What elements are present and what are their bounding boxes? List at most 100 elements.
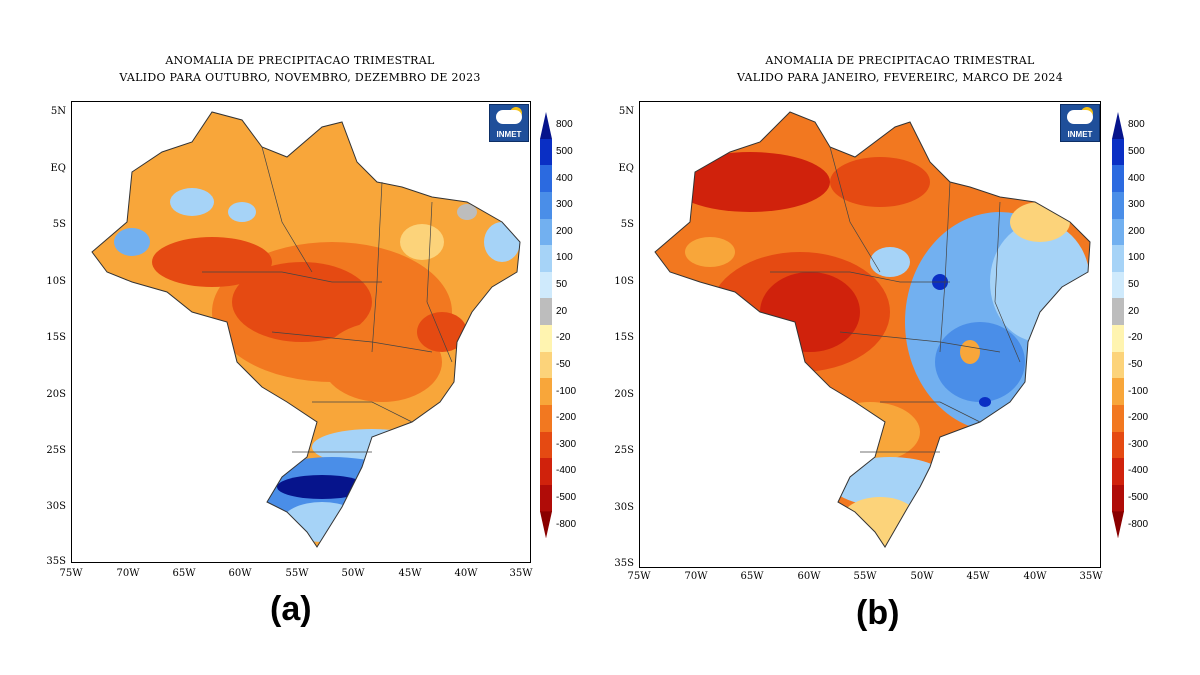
panel-label: (b) xyxy=(856,594,900,632)
colorbar-label: -50 xyxy=(556,358,571,370)
colorbar-label: -300 xyxy=(1128,438,1149,450)
y-tick: 25S xyxy=(614,445,634,456)
colorbar-swatch xyxy=(1112,298,1124,326)
colorbar-label: -300 xyxy=(556,438,577,450)
y-tick: 20S xyxy=(46,389,66,400)
y-tick: 35S xyxy=(46,556,66,567)
colorbar-label: 800 xyxy=(1128,119,1145,131)
colorbar-swatch xyxy=(540,191,552,219)
y-tick: 5N xyxy=(50,106,66,117)
colorbar-label: -20 xyxy=(1128,332,1143,344)
x-tick: 40W xyxy=(454,568,478,579)
logo-text: INMET xyxy=(496,130,522,139)
colorbar-swatch xyxy=(540,112,552,139)
colorbar-label: -800 xyxy=(556,518,577,530)
x-tick: 50W xyxy=(910,571,934,582)
colorbar-label: -100 xyxy=(556,385,577,397)
inmet-logo: INMET xyxy=(489,104,529,142)
colorbar-label: 20 xyxy=(1128,305,1140,317)
colorbar-label: -50 xyxy=(1128,358,1143,370)
map-title: ANOMALIA DE PRECIPITACAO TRIMESTRAL VALI… xyxy=(600,52,1200,86)
x-tick: 35W xyxy=(1079,571,1103,582)
colorbar-swatch xyxy=(1112,458,1124,486)
colorbar-label: -500 xyxy=(1128,492,1149,504)
colorbar-swatch xyxy=(1112,165,1124,193)
map-title: ANOMALIA DE PRECIPITACAO TRIMESTRAL VALI… xyxy=(0,52,600,86)
x-tick: 55W xyxy=(853,571,877,582)
map-frame: INMET xyxy=(639,101,1101,568)
colorbar-label: 20 xyxy=(556,305,568,317)
colorbar-label: -200 xyxy=(556,412,577,424)
colorbar-swatch xyxy=(1112,351,1124,379)
y-tick: 25S xyxy=(46,445,66,456)
colorbar-label: 200 xyxy=(556,225,573,237)
title-line-2: VALIDO PARA OUTUBRO, NOVEMBRO, DEZEMBRO … xyxy=(119,71,481,84)
colorbar-swatch xyxy=(1112,325,1124,352)
colorbar-swatch xyxy=(540,245,552,273)
y-tick: 30S xyxy=(46,501,66,512)
colorbar: 800 500 400 300 200 100 50 20 -20 -50 -100 -200 -300… xyxy=(540,112,576,539)
colorbar-swatch xyxy=(1112,218,1124,246)
y-tick: EQ xyxy=(618,163,635,174)
colorbar-swatch xyxy=(1112,404,1124,432)
colorbar-label: 200 xyxy=(1128,225,1145,237)
panel-b: ANOMALIA DE PRECIPITACAO TRIMESTRAL VALI… xyxy=(600,0,1200,675)
y-tick: 10S xyxy=(614,276,634,287)
colorbar-swatch xyxy=(1112,245,1124,273)
colorbar-swatch xyxy=(540,165,552,193)
colorbar-swatch xyxy=(540,351,552,379)
y-tick: 35S xyxy=(614,558,634,569)
colorbar-label: 50 xyxy=(1128,279,1140,291)
y-tick: 15S xyxy=(614,332,634,343)
title-line-2: VALIDO PARA JANEIRO, FEVEREIRC, MARCO DE… xyxy=(736,71,1064,84)
x-tick: 60W xyxy=(228,568,252,579)
colorbar-label: 50 xyxy=(556,279,568,291)
title-line-1: ANOMALIA DE PRECIPITACAO TRIMESTRAL xyxy=(165,54,435,67)
colorbar-label: 400 xyxy=(1128,172,1145,184)
colorbar-label: -400 xyxy=(1128,465,1149,477)
x-tick: 55W xyxy=(285,568,309,579)
logo-text: INMET xyxy=(1067,130,1093,139)
y-tick: 5S xyxy=(52,219,66,230)
colorbar-label: -400 xyxy=(556,465,577,477)
x-tick: 65W xyxy=(740,571,764,582)
colorbar-swatch xyxy=(1112,511,1124,539)
colorbar-swatch xyxy=(540,431,552,459)
colorbar-label: 300 xyxy=(1128,199,1145,211)
colorbar-swatch xyxy=(540,138,552,166)
y-tick: 30S xyxy=(614,502,634,513)
colorbar-label: 500 xyxy=(556,145,573,157)
x-tick: 60W xyxy=(797,571,821,582)
colorbar-swatch xyxy=(1112,378,1124,406)
x-tick: 75W xyxy=(59,568,83,579)
colorbar-swatch xyxy=(540,325,552,352)
colorbar-swatch xyxy=(540,484,552,512)
colorbar-swatch xyxy=(540,378,552,406)
colorbar-swatch xyxy=(1112,431,1124,459)
colorbar-label: 800 xyxy=(556,119,573,131)
panel-label: (a) xyxy=(270,590,312,628)
brazil-anomaly-map xyxy=(654,111,1091,548)
colorbar-label: 400 xyxy=(556,172,573,184)
x-tick: 35W xyxy=(509,568,533,579)
colorbar-swatch xyxy=(540,271,552,299)
inmet-logo: INMET xyxy=(1060,104,1100,142)
cloud-icon xyxy=(496,110,522,124)
colorbar-swatch xyxy=(540,298,552,326)
colorbar-label: -200 xyxy=(1128,412,1149,424)
colorbar-label: 300 xyxy=(556,199,573,211)
colorbar-label: -800 xyxy=(1128,518,1149,530)
x-tick: 40W xyxy=(1023,571,1047,582)
colorbar-label: 100 xyxy=(1128,252,1145,264)
title-line-1: ANOMALIA DE PRECIPITACAO TRIMESTRAL xyxy=(765,54,1035,67)
colorbar-label: -20 xyxy=(556,332,571,344)
colorbar-swatch xyxy=(1112,112,1124,139)
x-tick: 70W xyxy=(116,568,140,579)
x-tick: 75W xyxy=(627,571,651,582)
colorbar-label: 100 xyxy=(556,252,573,264)
x-tick: 65W xyxy=(172,568,196,579)
colorbar: 800 500 400 300 200 100 50 20 -20 -50 -100 -200 -300… xyxy=(1112,112,1148,539)
colorbar-swatch xyxy=(1112,138,1124,166)
x-tick: 70W xyxy=(684,571,708,582)
x-tick: 45W xyxy=(398,568,422,579)
